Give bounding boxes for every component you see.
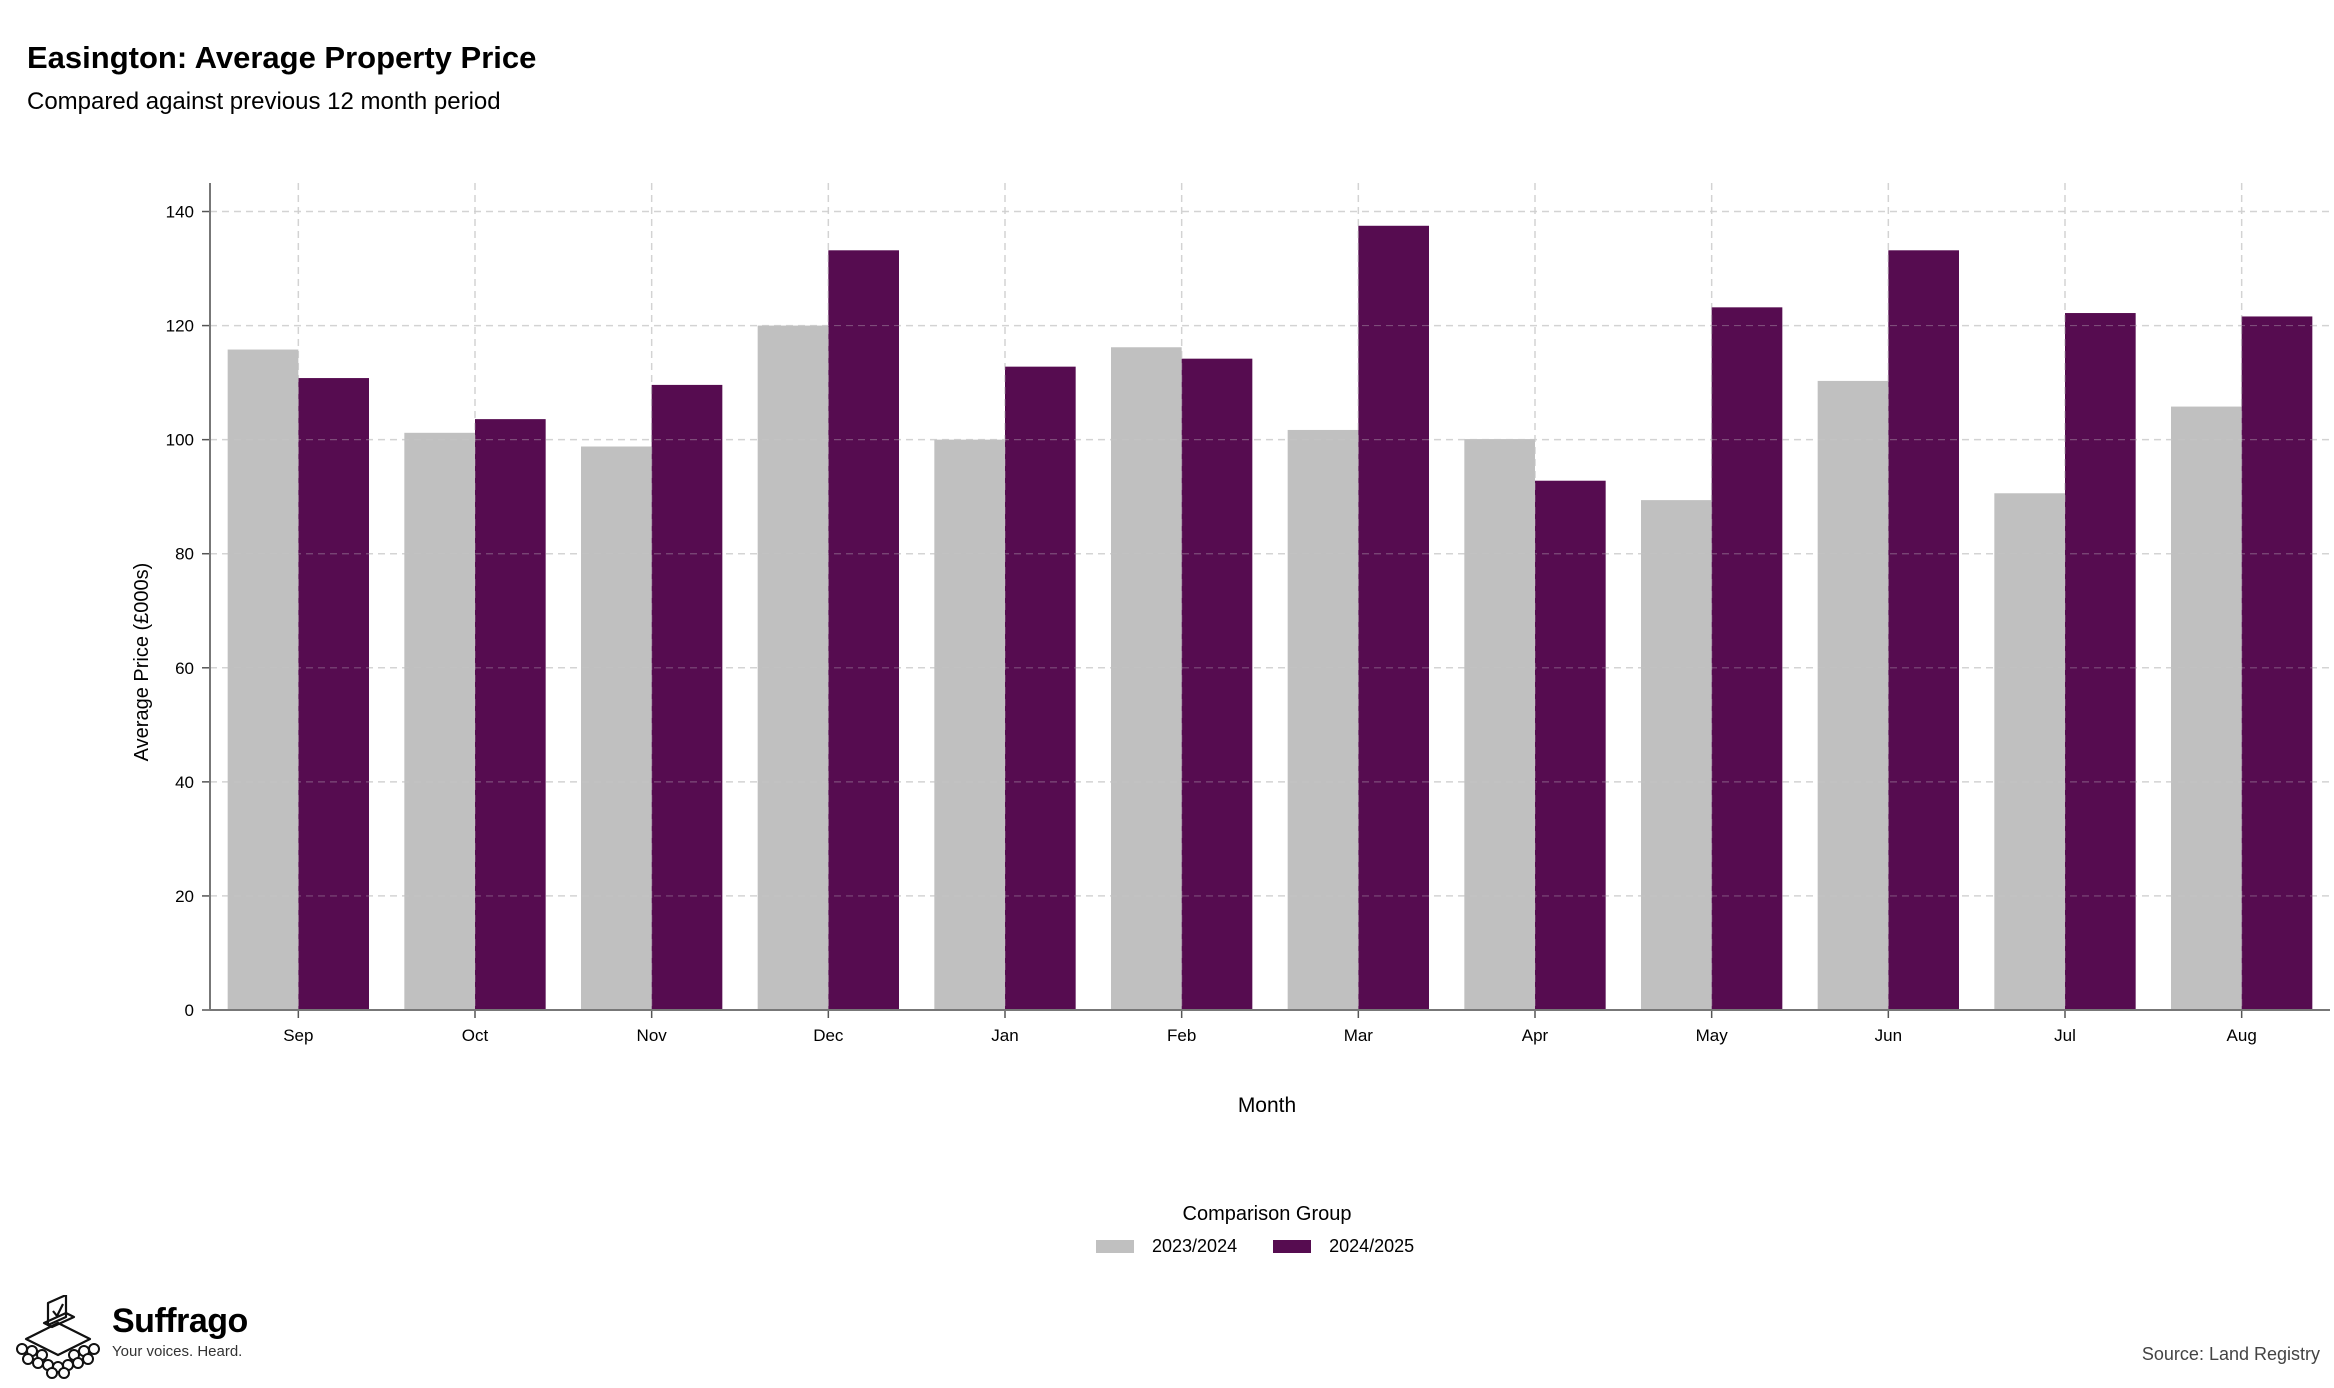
y-tick-label: 100: [166, 431, 194, 450]
y-axis-label: Average Price (£000s): [131, 563, 153, 762]
bar-sep-curr: [298, 378, 369, 1010]
x-tick-label: Aug: [2227, 1026, 2257, 1045]
legend-swatch: [1096, 1240, 1134, 1253]
bar-apr-curr: [1535, 480, 1606, 1011]
bar-dec-prev: [757, 325, 829, 1011]
brand-logo: Suffrago Your voices. Heard.: [14, 1295, 248, 1379]
bar-sep-prev: [227, 349, 299, 1011]
x-axis-label: Month: [1238, 1094, 1296, 1117]
bar-nov-curr: [651, 384, 723, 1010]
x-tick-label: Jul: [2054, 1026, 2076, 1045]
legend-label: 2023/2024: [1152, 1236, 1238, 1256]
y-tick-label: 0: [185, 1001, 194, 1020]
y-tick-label: 20: [175, 887, 194, 906]
bar-feb-curr: [1181, 358, 1253, 1010]
bar-aug-prev: [2171, 406, 2242, 1010]
bar-oct-prev: [404, 432, 475, 1010]
bar-apr-prev: [1464, 439, 1535, 1010]
legend-swatch: [1273, 1240, 1312, 1253]
bar-feb-prev: [1111, 347, 1182, 1011]
chart-title: Easington: Average Property Price: [27, 40, 537, 75]
x-tick-label: Jan: [991, 1026, 1018, 1045]
axes: 0 20 40 60 80 100 120 140 Sep Oct Nov Dec Jan Feb Mar A…: [166, 183, 2330, 1045]
x-tick-label: Oct: [462, 1026, 489, 1045]
x-tick-label: Nov: [637, 1026, 668, 1045]
x-tick-label: Dec: [813, 1026, 844, 1045]
bar-nov-prev: [581, 446, 652, 1011]
y-tick-label: 120: [166, 317, 194, 336]
x-tick-label: May: [1696, 1026, 1729, 1045]
legend-label: 2024/2025: [1329, 1236, 1415, 1256]
x-tick-label: Jun: [1875, 1026, 1902, 1045]
legend-item-2023-2024: 2023/2024: [1096, 1236, 1237, 1257]
y-tick-label: 140: [166, 203, 194, 222]
bar-jun-curr: [1888, 250, 1959, 1011]
bar-aug-curr: [2241, 316, 2313, 1010]
legend-title: Comparison Group: [1182, 1203, 1352, 1225]
brand-name: Suffrago: [112, 1302, 248, 1340]
x-tick-label: Apr: [1522, 1026, 1549, 1045]
x-tick-label: Feb: [1167, 1026, 1196, 1045]
x-tick-label: Sep: [283, 1026, 313, 1045]
legend: 2023/2024 2024/2025: [1096, 1236, 1450, 1257]
brand-tagline: Your voices. Heard.: [112, 1343, 243, 1360]
bar-jan-curr: [1005, 366, 1076, 1011]
bars: [210, 183, 2330, 1011]
ballot-box-icon: [16, 1295, 100, 1379]
x-tick-label: Mar: [1344, 1026, 1374, 1045]
bar-oct-curr: [475, 419, 546, 1010]
bar-jul-curr: [2065, 313, 2136, 1010]
chart-subtitle: Compared against previous 12 month perio…: [27, 88, 501, 115]
source-note: Source: Land Registry: [2141, 1344, 2320, 1364]
bar-jul-prev: [1994, 493, 2065, 1010]
bar-may-prev: [1641, 500, 1712, 1010]
bar-dec-curr: [828, 250, 899, 1011]
bar-mar-prev: [1287, 429, 1359, 1010]
bar-jun-prev: [1817, 380, 1889, 1010]
y-tick-label: 40: [175, 773, 194, 792]
bar-may-curr: [1711, 307, 1783, 1010]
y-tick-label: 80: [175, 545, 194, 564]
bar-jan-prev: [934, 439, 1005, 1011]
y-tick-label: 60: [175, 659, 194, 678]
legend-item-2024-2025: 2024/2025: [1273, 1236, 1414, 1257]
bar-mar-curr: [1358, 225, 1429, 1010]
